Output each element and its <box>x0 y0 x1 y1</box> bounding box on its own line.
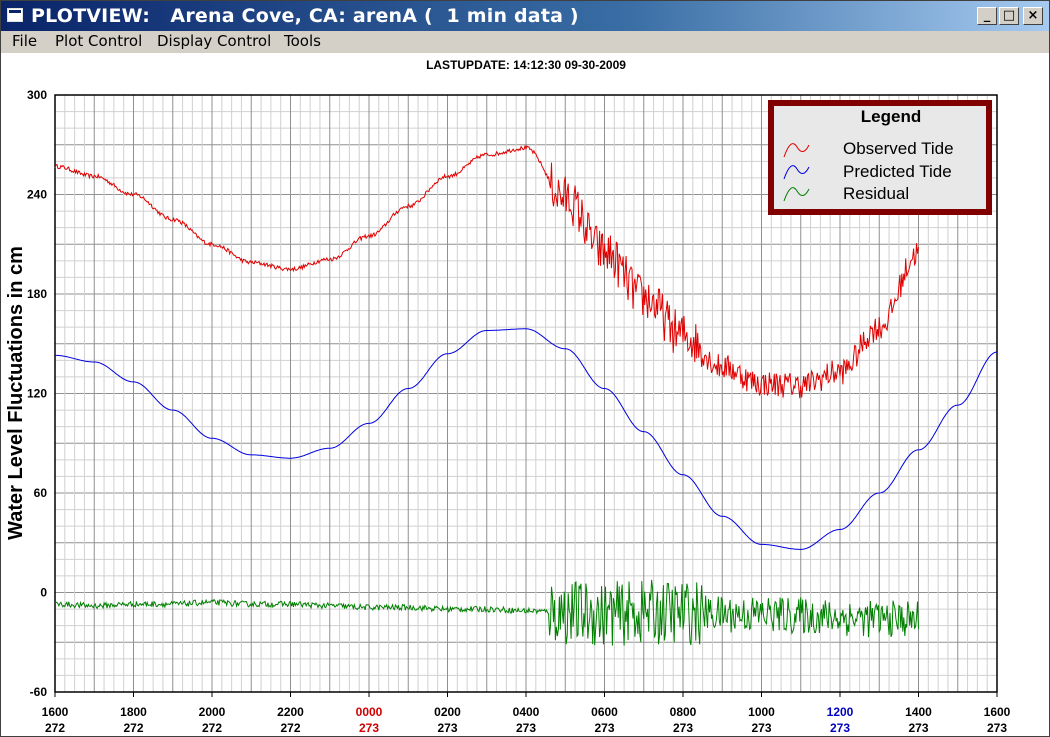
app-icon[interactable] <box>7 8 23 22</box>
y-tick-label: -60 <box>30 685 48 699</box>
x-tick-time: 2000 <box>199 705 226 719</box>
menu-bar: File Plot Control Display Control Tools <box>1 31 1049 53</box>
predicted-tide-line <box>55 328 998 550</box>
legend-observed-swatch <box>783 143 810 158</box>
x-tick-day: 272 <box>45 721 65 735</box>
x-tick-day: 273 <box>673 721 693 735</box>
chart-series <box>54 144 998 646</box>
x-tick-time: 0600 <box>591 705 618 719</box>
y-tick-label: 180 <box>27 287 47 301</box>
maximize-button[interactable]: □ <box>999 7 1019 25</box>
x-tick-time: 0000 <box>356 705 383 719</box>
x-tick-time: 0200 <box>434 705 461 719</box>
x-axis: 1600 272 1800 272 2000 272 2200 272 0000 273 0200 2… <box>42 692 1011 735</box>
y-tick-label: 120 <box>27 387 47 401</box>
menu-tools[interactable]: Tools <box>284 32 321 50</box>
legend-predicted-swatch <box>783 165 810 180</box>
observed-tide-line <box>54 144 919 399</box>
y-axis: 300 240 180 120 60 0 -60 <box>27 88 47 699</box>
x-tick-day: 273 <box>437 721 457 735</box>
x-tick-time: 1600 <box>42 705 69 719</box>
chart-grid <box>54 94 998 693</box>
x-tick-time: 2200 <box>277 705 304 719</box>
title-bar[interactable]: PLOTVIEW: Arena Cove, CA: arenA ( 1 min … <box>1 1 1049 31</box>
window-title: PLOTVIEW: Arena Cove, CA: arenA ( 1 min … <box>31 5 579 27</box>
x-tick-time: 1400 <box>905 705 932 719</box>
last-update: LASTUPDATE: 14:12:30 09-30-2009 <box>426 58 626 72</box>
x-tick-day: 272 <box>280 721 300 735</box>
legend-residual-label: Residual <box>843 184 909 203</box>
menu-display-control[interactable]: Display Control <box>157 32 272 50</box>
legend[interactable]: Legend Observed Tide Predicted Tide Resi… <box>768 100 992 215</box>
close-button[interactable]: × <box>1023 7 1043 25</box>
x-tick-time: 1000 <box>748 705 775 719</box>
x-tick-day: 272 <box>123 721 143 735</box>
x-tick-time: 1800 <box>120 705 147 719</box>
x-tick-day: 273 <box>359 721 379 735</box>
legend-residual-swatch <box>783 187 810 202</box>
minimize-button[interactable]: _ <box>977 7 997 25</box>
y-tick-label: 0 <box>40 586 47 600</box>
residual-line <box>54 579 919 646</box>
legend-title: Legend <box>861 107 921 126</box>
x-tick-day: 273 <box>908 721 928 735</box>
menu-file[interactable]: File <box>12 32 38 50</box>
x-tick-time: 0800 <box>670 705 697 719</box>
y-tick-label: 300 <box>27 88 47 102</box>
x-tick-day: 272 <box>202 721 222 735</box>
y-tick-label: 60 <box>34 486 48 500</box>
x-tick-day: 273 <box>594 721 614 735</box>
x-tick-day: 273 <box>751 721 771 735</box>
legend-body <box>774 106 986 209</box>
x-tick-time: 0400 <box>513 705 540 719</box>
x-tick-time: 1600 <box>984 705 1011 719</box>
legend-predicted-label: Predicted Tide <box>843 162 952 181</box>
x-tick-day: 273 <box>516 721 536 735</box>
x-tick-day: 273 <box>987 721 1007 735</box>
menu-plot-control[interactable]: Plot Control <box>55 32 143 50</box>
legend-observed-label: Observed Tide <box>843 139 954 158</box>
y-tick-label: 240 <box>27 188 47 202</box>
x-tick-time: 1200 <box>827 705 854 719</box>
y-axis-label: Water Level Fluctuations in cm <box>5 246 27 540</box>
x-tick-day: 273 <box>830 721 850 735</box>
